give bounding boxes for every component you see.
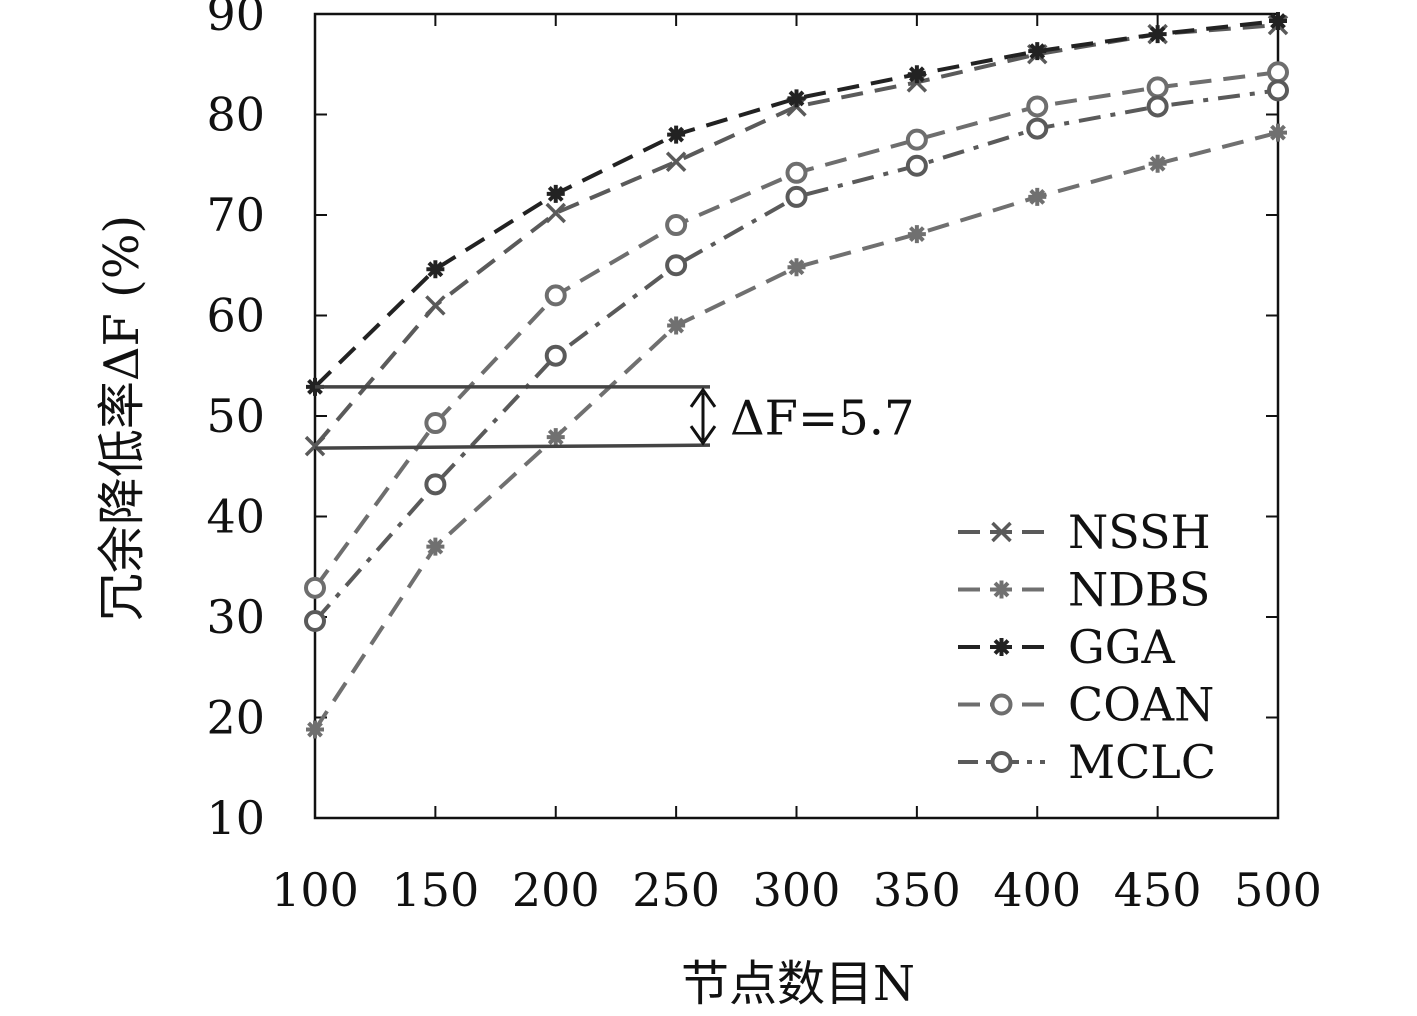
y-tick-label: 90 xyxy=(206,0,265,41)
data-point xyxy=(1269,12,1287,31)
legend-marker xyxy=(990,751,1013,773)
data-point xyxy=(544,284,567,307)
legend-item-gga: GGA xyxy=(958,620,1175,674)
data-point xyxy=(426,260,445,279)
data-point xyxy=(425,295,446,316)
legend-item-mclc: MCLC xyxy=(958,735,1216,789)
x-tick-label: 300 xyxy=(753,863,841,917)
data-point xyxy=(544,344,567,367)
data-point xyxy=(1148,25,1167,44)
y-tick-label: 10 xyxy=(206,791,265,845)
x-axis: 100 150 200 250 300 350 400 450 500 xyxy=(271,14,1322,917)
legend-item-coan: COAN xyxy=(958,678,1214,732)
series-line-ndbs xyxy=(313,130,1279,731)
legend-label: MCLC xyxy=(1068,735,1216,789)
y-axis-title: 冗余降低率ΔF (%) xyxy=(94,215,150,621)
x-tick-label: 400 xyxy=(993,863,1081,917)
data-point xyxy=(905,154,928,177)
legend-marker xyxy=(990,693,1013,716)
annotation-arrow-down-head xyxy=(689,425,717,446)
data-point xyxy=(1267,79,1289,102)
data-point xyxy=(1148,154,1167,173)
x-tick-label: 350 xyxy=(873,863,961,917)
legend-item-ndbs: NDBS xyxy=(958,563,1210,617)
x-tick-label: 100 xyxy=(271,863,359,917)
series-ndbs xyxy=(306,123,1287,739)
annotation-label: ΔF=5.7 xyxy=(730,391,915,447)
data-point xyxy=(667,316,686,335)
x-tick-label: 250 xyxy=(632,863,720,917)
data-point xyxy=(665,151,687,172)
data-point xyxy=(546,428,565,447)
data-point xyxy=(1267,61,1289,84)
data-point xyxy=(667,125,686,144)
y-tick-label: 60 xyxy=(206,289,265,343)
annotation-arrow-up-head xyxy=(689,387,717,408)
data-point xyxy=(304,576,326,599)
series-coan xyxy=(304,61,1289,599)
legend-item-nssh: NSSH xyxy=(958,505,1211,559)
y-tick-label: 40 xyxy=(206,490,265,544)
legend-label: NSSH xyxy=(1068,505,1211,559)
delta-annotation: ΔF=5.7 xyxy=(314,385,915,450)
x-tick-label: 150 xyxy=(391,863,479,917)
data-point xyxy=(1146,76,1169,99)
data-point xyxy=(665,254,688,277)
y-tick-label: 50 xyxy=(206,389,265,443)
data-point xyxy=(424,412,447,435)
legend-label: GGA xyxy=(1068,620,1175,674)
data-point xyxy=(785,185,808,208)
y-tick-label: 30 xyxy=(206,590,265,644)
legend-marker xyxy=(992,580,1011,599)
data-point xyxy=(424,473,447,496)
data-point xyxy=(1028,42,1047,61)
legend-marker xyxy=(991,521,1012,543)
data-point xyxy=(1146,95,1169,118)
data-point xyxy=(1026,95,1049,118)
series-line-gga xyxy=(313,19,1279,389)
y-tick-label: 80 xyxy=(206,88,265,142)
series-nssh xyxy=(304,14,1289,457)
series-mclc xyxy=(304,79,1289,633)
data-point xyxy=(306,720,324,739)
data-point xyxy=(304,435,326,457)
legend-label: COAN xyxy=(1068,678,1214,732)
y-tick-label: 70 xyxy=(206,188,265,242)
data-point xyxy=(1026,117,1049,140)
y-tick-label: 20 xyxy=(206,691,265,745)
x-tick-label: 500 xyxy=(1234,863,1322,917)
y-axis: 10 20 30 40 50 60 70 80 90 xyxy=(206,0,1278,845)
data-point xyxy=(787,89,806,108)
data-point xyxy=(905,128,928,151)
x-tick-label: 450 xyxy=(1114,863,1202,917)
annotation-lower-line xyxy=(314,443,711,450)
data-point xyxy=(546,184,565,203)
data-point xyxy=(665,214,688,237)
data-point xyxy=(304,610,326,633)
data-point xyxy=(787,258,806,277)
data-point xyxy=(426,537,445,556)
legend-marker xyxy=(992,638,1011,656)
legend-label: NDBS xyxy=(1068,563,1210,617)
data-point xyxy=(1028,187,1047,206)
data-point xyxy=(785,161,808,184)
data-point xyxy=(907,65,926,84)
series-line-nssh xyxy=(313,23,1279,448)
data-point xyxy=(545,202,566,224)
data-point xyxy=(907,225,926,244)
x-tick-label: 200 xyxy=(512,863,600,917)
x-axis-title: 节点数目N xyxy=(681,956,915,1012)
data-point xyxy=(1269,123,1287,142)
